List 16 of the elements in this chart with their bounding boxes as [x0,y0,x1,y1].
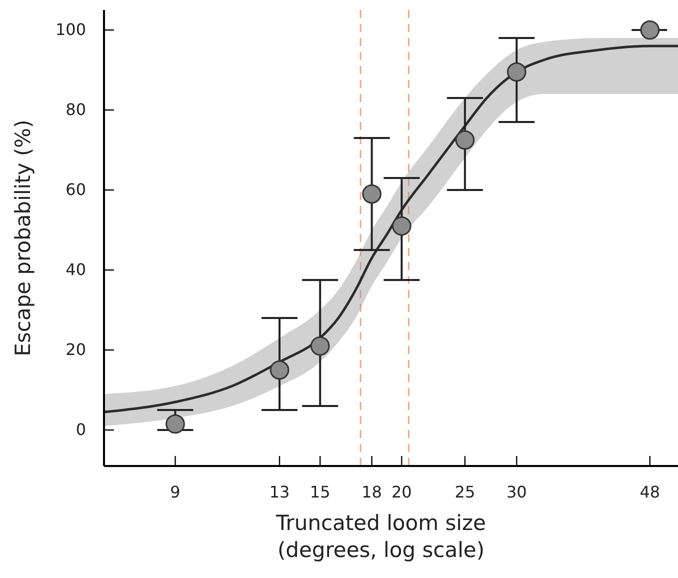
x-tick-label: 13 [269,482,290,502]
x-tick-label: 15 [310,482,330,502]
y-axis-title: Escape probability (%) [11,120,35,356]
y-tick-label: 60 [66,180,86,200]
x-tick-label: 48 [640,482,660,502]
y-tick-label: 40 [66,260,86,280]
y-tick-label: 80 [66,100,86,120]
x-axis-title: Truncated loom size (degrees, log scale) [275,511,486,562]
y-tick-label: 100 [55,20,86,40]
y-tick-label: 0 [76,420,86,440]
x-tick-label: 30 [506,482,527,502]
x-tick-label: 25 [454,482,476,502]
y-tick-label: 20 [66,340,86,360]
x-tick-label: 18 [362,482,382,502]
x-tick-label: 9 [170,482,180,502]
x-tick-label: 20 [391,482,412,502]
